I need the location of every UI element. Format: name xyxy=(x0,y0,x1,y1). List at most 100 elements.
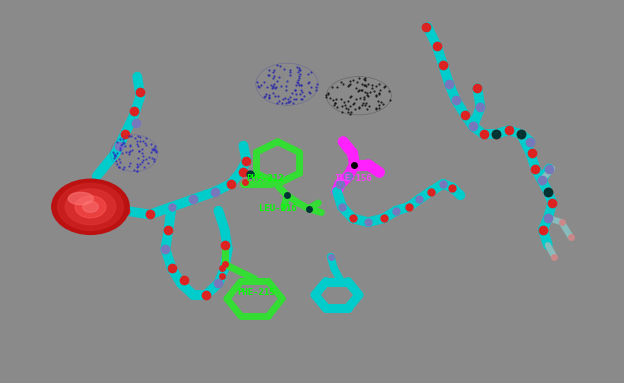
Point xyxy=(291,90,301,97)
Point xyxy=(356,87,366,93)
Point xyxy=(294,75,304,81)
Ellipse shape xyxy=(52,179,129,234)
Point xyxy=(375,87,385,93)
Point xyxy=(355,95,365,101)
Point xyxy=(373,98,383,105)
Point xyxy=(304,89,314,95)
Point xyxy=(115,147,125,153)
Point xyxy=(326,83,336,90)
Point xyxy=(296,82,306,88)
Point xyxy=(337,103,347,110)
Point xyxy=(345,81,355,87)
Point xyxy=(270,93,280,99)
Ellipse shape xyxy=(68,192,94,205)
Point xyxy=(108,149,118,155)
Point xyxy=(285,99,295,105)
Point xyxy=(291,79,301,85)
Point xyxy=(340,102,350,108)
Point xyxy=(149,146,158,152)
Point xyxy=(138,138,148,144)
Point xyxy=(259,79,269,85)
Point xyxy=(351,96,361,102)
Point xyxy=(271,83,281,90)
Point xyxy=(282,78,292,84)
Point xyxy=(357,81,367,87)
Ellipse shape xyxy=(75,196,106,218)
Text: LEU-216: LEU-216 xyxy=(259,204,296,213)
Point xyxy=(325,95,335,101)
Text: ILE-156: ILE-156 xyxy=(334,173,371,183)
Point xyxy=(354,104,364,110)
Point xyxy=(374,91,384,97)
Point xyxy=(275,98,285,105)
Point xyxy=(125,148,135,154)
Point xyxy=(281,83,291,89)
Point xyxy=(351,85,361,91)
Point xyxy=(283,96,293,102)
Point xyxy=(118,166,128,172)
Point xyxy=(117,141,127,147)
Point xyxy=(261,91,271,97)
Point xyxy=(268,90,278,96)
Point xyxy=(330,100,340,106)
Point xyxy=(367,82,377,88)
Point xyxy=(134,133,144,139)
Point xyxy=(306,83,316,90)
Point xyxy=(362,90,372,96)
Point xyxy=(295,67,305,73)
Point xyxy=(381,83,391,89)
Point xyxy=(356,101,366,108)
Point xyxy=(371,83,381,89)
Point xyxy=(119,139,129,146)
Point xyxy=(125,160,135,166)
Point xyxy=(291,96,301,102)
Point xyxy=(285,67,295,73)
Point xyxy=(346,109,356,115)
Point xyxy=(371,105,381,111)
Point xyxy=(363,93,373,99)
Point xyxy=(285,94,295,100)
Point xyxy=(305,90,314,96)
Point xyxy=(252,79,262,85)
Point xyxy=(149,158,158,164)
Point xyxy=(359,82,369,88)
Point xyxy=(132,168,142,174)
Point xyxy=(306,69,316,75)
Point xyxy=(150,147,160,153)
Point xyxy=(290,96,300,102)
Point xyxy=(364,103,374,109)
Point xyxy=(283,98,293,105)
Point xyxy=(354,105,364,111)
Point xyxy=(345,103,355,109)
Point xyxy=(369,88,379,94)
Point xyxy=(321,94,331,100)
Point xyxy=(294,73,304,79)
Point xyxy=(374,81,384,87)
Point xyxy=(328,97,338,103)
Point xyxy=(297,96,307,102)
Point xyxy=(109,151,119,157)
Point xyxy=(264,94,274,100)
Point xyxy=(379,84,389,90)
Point xyxy=(278,96,288,102)
Point xyxy=(366,89,376,95)
Point xyxy=(268,75,278,81)
Point xyxy=(293,69,303,75)
Point xyxy=(132,141,142,147)
Point xyxy=(344,82,354,88)
Point xyxy=(135,134,145,140)
Point xyxy=(359,88,369,95)
Point xyxy=(336,95,346,101)
Point xyxy=(256,82,266,88)
Point xyxy=(354,75,364,81)
Point xyxy=(265,67,275,74)
Point xyxy=(357,87,367,93)
Point xyxy=(133,155,143,161)
Point xyxy=(359,82,369,88)
Ellipse shape xyxy=(83,201,98,212)
Point xyxy=(312,81,322,87)
Point xyxy=(371,106,381,113)
Point xyxy=(112,139,122,145)
Point xyxy=(358,100,368,106)
Point xyxy=(288,100,298,106)
